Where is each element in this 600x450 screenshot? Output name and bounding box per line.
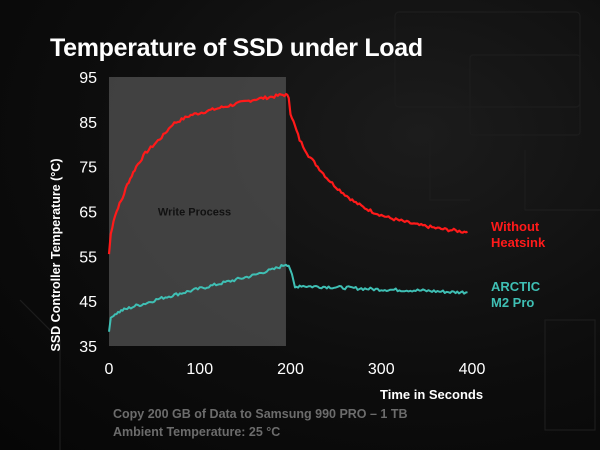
x-tick-label: 100	[186, 361, 213, 378]
y-tick-label: 35	[79, 339, 97, 356]
legend-label-line: M2 Pro	[491, 295, 535, 310]
chart-title: Temperature of SSD under Load	[50, 34, 423, 62]
legend-without-heatsink: Without Heatsink	[491, 219, 545, 251]
y-tick-label: 85	[79, 115, 97, 132]
y-tick-label: 45	[79, 294, 97, 311]
x-tick-label: 300	[368, 361, 395, 378]
series-line-arctic-m2-pro	[108, 263, 468, 332]
footnote-data: Copy 200 GB of Data to Samsung 990 PRO –…	[113, 407, 408, 421]
legend-arctic-m2-pro: ARCTIC M2 Pro	[491, 279, 540, 311]
legend-label-line: Heatsink	[491, 235, 546, 250]
x-tick-label: 200	[277, 361, 304, 378]
y-tick-label: 95	[79, 70, 97, 87]
x-tick-label: 400	[459, 361, 486, 378]
series-line-without-heatsink	[107, 92, 468, 255]
write-process-label: Write Process	[158, 207, 231, 219]
y-tick-label: 75	[79, 160, 97, 177]
legend-label-line: ARCTIC	[491, 279, 541, 294]
x-axis-label: Time in Seconds	[380, 387, 484, 402]
legend-label-line: Without	[491, 219, 540, 234]
x-tick-label: 0	[105, 361, 114, 378]
write-process-region	[109, 77, 286, 346]
y-tick-label: 55	[79, 249, 97, 266]
footnote-ambient: Ambient Temperature: 25 °C	[113, 425, 281, 439]
y-tick-label: 65	[79, 205, 97, 222]
